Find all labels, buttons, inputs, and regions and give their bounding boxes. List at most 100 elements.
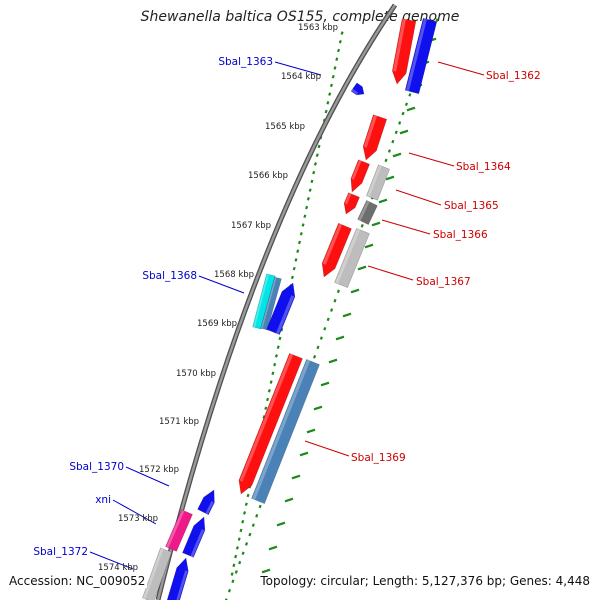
outer-ring-dot [404, 102, 409, 107]
inner-ring-dot [239, 528, 243, 533]
outer-major-tick [313, 405, 323, 411]
inner-ring-dot [276, 345, 280, 349]
gene-sbal-1364-b-shine [351, 160, 362, 180]
gene-sbal-1362-red-shine [393, 18, 406, 72]
inner-ring-dot [324, 109, 328, 114]
inner-ring-dot [269, 380, 273, 384]
outer-ring-dot [391, 139, 395, 144]
inner-ring-dot [315, 153, 319, 157]
inner-ring-dot [303, 214, 307, 219]
tick-rings [224, 18, 439, 600]
outer-major-tick [276, 521, 286, 527]
kbp-tick-label: 1568 kbp [214, 270, 254, 280]
outer-major-tick [261, 568, 271, 574]
gene-sbal-1362-red [391, 18, 417, 85]
inner-ring-dot [232, 563, 236, 568]
outer-ring-dot [316, 345, 320, 350]
gene-sbal-1364-a-shine [363, 115, 377, 148]
gene-sbal-1369-red-shine [239, 353, 294, 482]
gene-label: Sbal_1364 [456, 161, 511, 173]
inner-ring-dot [328, 92, 332, 96]
inner-ring-dot [237, 537, 241, 541]
label-leader-line [89, 551, 134, 570]
gene-label: Sbal_1372 [33, 546, 88, 558]
inner-ring-dot [305, 205, 309, 210]
outer-major-tick [406, 106, 416, 112]
gene-sbal-1369-steel-shine [252, 359, 311, 500]
gene-sbal-1372-gray-shine [142, 548, 164, 600]
outer-ring-dot [336, 289, 340, 294]
outer-major-tick [378, 198, 388, 204]
gene-sbal-1369-steel [251, 359, 320, 504]
kbp-tick-label: 1574 kbp [98, 563, 138, 573]
gene-sbal-1369-red [238, 353, 303, 495]
kbp-tick-label: 1567 kbp [231, 221, 271, 231]
gene-features [142, 17, 438, 600]
outer-ring-dot [231, 579, 235, 584]
outer-major-tick [399, 129, 409, 135]
inner-ring-dot [271, 371, 275, 376]
gene-sbal-1365-b [343, 192, 360, 215]
gene-sbal-1368-blue-shine [275, 295, 295, 335]
inner-ring-dot [296, 249, 300, 253]
kbp-tick-label: 1573 kbp [118, 514, 158, 524]
inner-ring-dot [241, 519, 245, 524]
gene-sbal-1368-cyan-shine [253, 274, 269, 328]
inner-ring-dot [266, 397, 270, 402]
outer-ring-dot [224, 598, 228, 600]
gene-xni-blue [182, 516, 206, 558]
gene-label: Sbal_1367 [416, 276, 471, 288]
label-leader-line [437, 61, 485, 76]
gene-sbal-1367-gray [334, 228, 370, 288]
inner-ring-dot [340, 31, 344, 35]
gene-label: Sbal_1363 [218, 56, 273, 68]
inner-ring-dot [242, 511, 247, 515]
inner-ring-dot [297, 240, 302, 245]
inner-ring-dot [264, 406, 268, 411]
inner-ring-dot [290, 275, 294, 280]
outer-ring-dot [323, 326, 327, 331]
outer-ring-dot [319, 336, 323, 340]
outer-major-tick [364, 243, 374, 249]
inner-ring-dot [292, 266, 296, 271]
inner-ring-dot [308, 188, 312, 192]
inner-ring-dot [338, 39, 342, 44]
inner-ring-dot [294, 258, 298, 262]
gene-xni-blue-shine [190, 529, 205, 558]
gene-sbal-1368-steel-shine [261, 277, 277, 329]
outer-ring-dot [333, 298, 337, 303]
inner-ring-dot [306, 197, 310, 201]
outer-ring-dot [387, 149, 391, 153]
inner-ring-dot [333, 66, 337, 70]
gene-xni [165, 509, 193, 552]
outer-major-tick [392, 152, 402, 158]
kbp-tick-label: 1572 kbp [139, 465, 179, 475]
gene-sbal-1364-a [362, 114, 388, 161]
inner-ring-dot [299, 231, 303, 236]
outer-major-tick [335, 335, 345, 341]
gene-sbal-1370-shine [205, 501, 214, 515]
gene-sbal-1363-shine [351, 88, 359, 95]
outer-major-tick [357, 265, 367, 271]
inner-ring-dot [273, 362, 277, 367]
outer-major-tick [320, 381, 330, 387]
gene-label: Sbal_1365 [444, 200, 499, 212]
gene-sbal-1366-shine [358, 200, 370, 221]
genome-summary-text: Topology: circular; Length: 5,127,376 bp… [258, 574, 592, 588]
inner-ring-dot [234, 554, 238, 559]
inner-ring-dot [310, 179, 314, 184]
label-leader-line [304, 440, 350, 457]
gene-sbal-1365-b-shine [344, 192, 352, 205]
kbp-tick-label: 1570 kbp [176, 369, 216, 379]
kbp-tick-label: 1571 kbp [159, 417, 199, 427]
outer-ring-dot [384, 158, 388, 163]
gene-sbal-1367-red [321, 222, 352, 278]
outer-ring-dot [258, 504, 262, 509]
outer-major-tick [284, 497, 294, 503]
label-leader-line [367, 265, 414, 281]
inner-ring-dot [336, 48, 341, 53]
outer-ring-dot [360, 224, 364, 228]
outer-ring-dot [408, 93, 412, 97]
kbp-tick-label: 1563 kbp [298, 23, 338, 33]
